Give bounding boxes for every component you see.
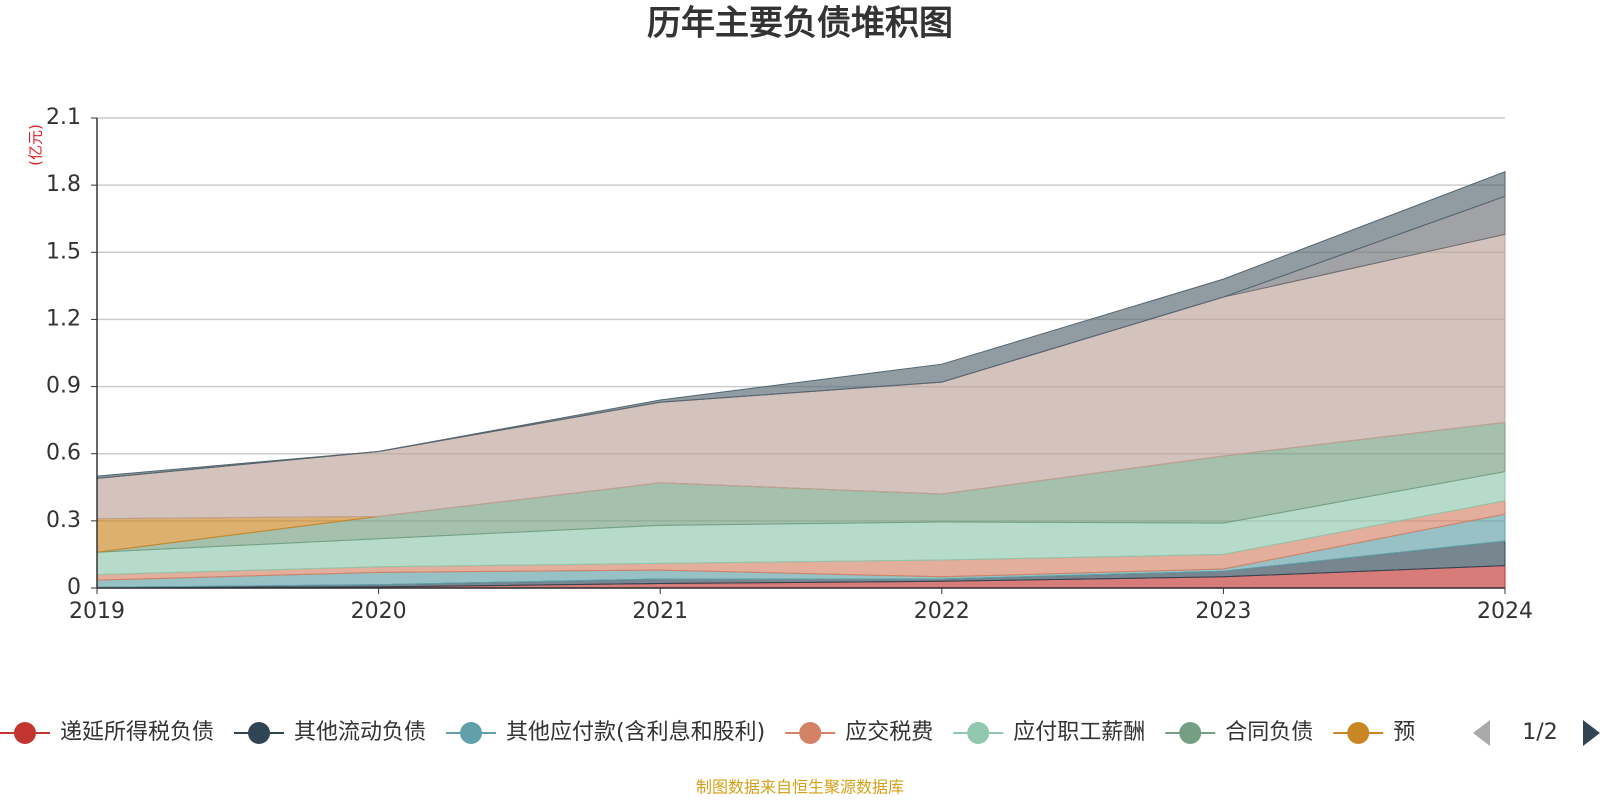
- area: [96, 170, 1506, 479]
- x-tick-label: 2020: [351, 599, 407, 624]
- x-tick-label: 2021: [632, 599, 688, 624]
- legend-label: 其他流动负债: [294, 720, 426, 745]
- y-tick-label: 1.5: [46, 239, 81, 264]
- y-unit: (亿元): [27, 124, 45, 166]
- legend-marker: [248, 722, 271, 744]
- legend-marker: [967, 722, 990, 744]
- y-tick-label: 1.8: [46, 172, 81, 197]
- x-tick-label: 2019: [69, 599, 125, 624]
- y-tick-label: 0.6: [46, 441, 81, 466]
- legend: 递延所得税负债 其他流动负债 其他应付款(含利息和股利) 应交税费 应付职工薪酬 合同负债…: [0, 720, 1415, 745]
- legend-label: 应交税费: [845, 720, 933, 745]
- legend-marker: [799, 722, 822, 744]
- y-tick-label: 0.9: [46, 374, 81, 399]
- x-tick-label: 2024: [1477, 599, 1533, 624]
- legend-marker: [14, 722, 36, 744]
- legend-label: 应付职工薪酬: [1013, 720, 1145, 745]
- legend-label: 其他应付款(含利息和股利): [506, 720, 765, 745]
- source-note: 制图数据来自恒生聚源数据库: [696, 778, 904, 797]
- legend-marker: [1179, 722, 1202, 744]
- legend-next[interactable]: [1583, 720, 1600, 746]
- y-tick-label: 2.1: [46, 105, 81, 130]
- legend-label: 预: [1393, 720, 1415, 745]
- y-tick-label: 0.3: [46, 508, 81, 533]
- y-tick-label: 1.2: [46, 306, 81, 331]
- chart-title: 历年主要负债堆积图: [647, 4, 953, 44]
- x-tick-label: 2023: [1195, 599, 1251, 624]
- legend-label: 合同负债: [1225, 720, 1313, 745]
- y-tick-label: 0: [67, 575, 81, 600]
- x-tick-label: 2022: [914, 599, 970, 624]
- legend-page: 1/2: [1522, 720, 1557, 745]
- legend-label: 递延所得税负债: [60, 720, 214, 745]
- legend-marker: [460, 722, 483, 744]
- legend-prev[interactable]: [1473, 720, 1490, 746]
- legend-marker: [1347, 722, 1370, 744]
